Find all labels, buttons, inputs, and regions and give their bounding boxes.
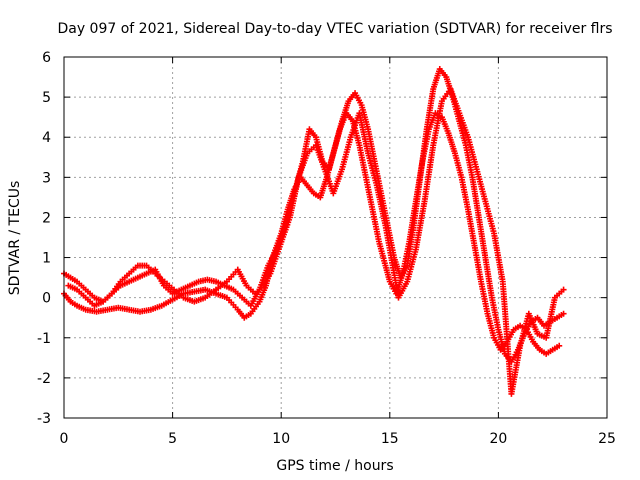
y-tick-label: 3 xyxy=(42,170,51,186)
plot-area xyxy=(63,56,608,419)
y-tick-label: 0 xyxy=(42,291,51,307)
y-tick-label: 1 xyxy=(42,251,51,267)
x-tick-label: 15 xyxy=(381,431,399,447)
x-tick-label: 25 xyxy=(598,431,616,447)
data-point xyxy=(556,342,563,349)
x-tick-label: 5 xyxy=(168,431,177,447)
data-point xyxy=(560,286,567,293)
y-tick-label: -1 xyxy=(37,331,51,347)
y-axis-label: SDTVAR / TECUs xyxy=(7,181,23,296)
x-axis-label: GPS time / hours xyxy=(276,458,393,474)
x-tick-label: 0 xyxy=(60,431,69,447)
data-point xyxy=(560,310,567,317)
x-tick-label: 20 xyxy=(489,431,507,447)
y-tick-label: -2 xyxy=(37,371,51,387)
grid xyxy=(64,57,607,418)
y-tick-label: -3 xyxy=(37,411,51,427)
x-tick-labels: 0 5 10 15 20 25 xyxy=(60,431,616,447)
y-tick-label: 2 xyxy=(42,210,51,226)
data-points xyxy=(61,66,567,397)
x-tick-label: 10 xyxy=(272,431,290,447)
chart-title: Day 097 of 2021, Sidereal Day-to-day VTE… xyxy=(57,21,612,37)
y-tick-label: 5 xyxy=(42,90,51,106)
y-tick-label: 6 xyxy=(42,50,51,66)
y-tick-labels: -3 -2 -1 0 1 2 3 4 5 6 xyxy=(37,50,51,427)
axis-ticks xyxy=(63,56,608,419)
y-tick-label: 4 xyxy=(42,130,51,146)
